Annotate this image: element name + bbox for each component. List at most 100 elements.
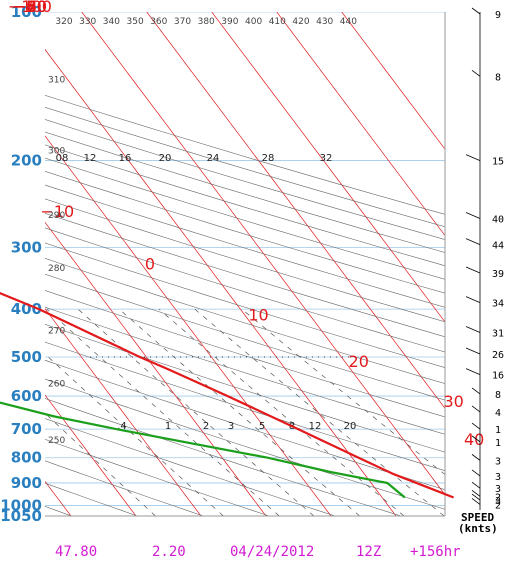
dry-adiabat-line (45, 290, 445, 418)
isotherm-line (0, 12, 6, 516)
profile-line (0, 291, 455, 499)
wind-speed-label: 1 (495, 425, 501, 436)
mixing-ratio-label: 3 (228, 421, 234, 432)
dry-adiabat-line (45, 306, 445, 435)
wind-barb (471, 493, 481, 501)
pressure-tick-label: 1050 (0, 507, 42, 525)
theta-label: 250 (48, 436, 65, 446)
theta-label: 300 (48, 147, 65, 157)
temperature-tick-label-top: −70 (13, 0, 47, 16)
temperature-tick-label-right: 0 (145, 254, 155, 273)
wind-barb (465, 347, 481, 355)
pressure-tick-label: 600 (11, 387, 42, 405)
temperature-tick-label-right: 30 (443, 392, 463, 411)
footer-longitude: 2.20 (152, 544, 186, 560)
pressure-tick-label: 200 (11, 152, 42, 170)
dry-adiabat-line (45, 131, 445, 253)
wind-barb (465, 238, 481, 245)
wind-speed-label: 4 (495, 408, 501, 419)
wind-speed-label: 9 (495, 10, 501, 21)
wind-barb (471, 70, 481, 77)
dry-adiabat-line (45, 119, 445, 240)
wind-speed-label: 8 (495, 390, 501, 401)
wind-barb (471, 422, 481, 430)
isotherm-line (341, 12, 445, 150)
dry-adiabat-line (45, 258, 445, 384)
isotherm-line (45, 394, 137, 516)
wind-barb (471, 405, 481, 413)
wind-barb (471, 435, 481, 443)
temperature-tick-label-top: −50 (13, 0, 47, 16)
wind-barb (471, 469, 481, 477)
mixing-ratio-label: 12 (84, 153, 97, 164)
mixing-ratio-line (158, 308, 405, 516)
wind-speed-label: 31 (492, 328, 504, 339)
pressure-tick-label: 400 (11, 300, 42, 318)
mixing-ratio-label: 28 (262, 153, 275, 164)
wind-speed-label: 2 (495, 500, 501, 511)
dry-adiabat-line (45, 418, 336, 516)
dry-adiabat-line (45, 438, 270, 516)
wind-barb (465, 154, 481, 161)
pressure-tick-label: 500 (11, 348, 42, 366)
dry-adiabat-line (45, 106, 445, 228)
wind-speed-label: 3 (495, 472, 501, 483)
theta-label: 390 (221, 17, 238, 27)
mixing-ratio-label: 2 (203, 421, 209, 432)
theta-label: 440 (340, 17, 357, 27)
theta-label: 310 (48, 75, 65, 85)
theta-label: 280 (48, 264, 65, 274)
mixing-ratio-label: 1 (165, 421, 171, 432)
temperature-tick-label-right: 20 (349, 352, 369, 371)
theta-label: 350 (127, 17, 144, 27)
dry-adiabat-line (45, 460, 204, 516)
pressure-tick-label: 100 (11, 3, 42, 21)
pressure-tick-label: 300 (11, 238, 42, 256)
dry-adiabat-line (45, 94, 445, 215)
mixing-ratio-line (45, 353, 224, 516)
isotherm-line (146, 12, 445, 409)
theta-label: 360 (150, 17, 167, 27)
mixing-ratio-label: 12 (309, 421, 322, 432)
wind-barb (471, 481, 481, 489)
wind-barb (471, 387, 481, 395)
wind-barb (465, 266, 481, 274)
mixing-ratio-label: 32 (320, 153, 333, 164)
theta-label: 430 (316, 17, 333, 27)
temperature-tick-label-top: −80 (13, 0, 47, 16)
grid-layer (0, 12, 446, 517)
dry-adiabat-line (45, 242, 445, 368)
isotherm-line (45, 135, 332, 516)
wind-speed-label: 3 (495, 456, 501, 467)
wind-barb (465, 296, 481, 303)
pressure-tick-label: 1000 (0, 497, 42, 515)
footer-forecast-hour: +156hr (410, 544, 461, 560)
plot-area (0, 12, 445, 516)
wind-barb (465, 326, 481, 333)
isotherm-line (81, 12, 445, 496)
wind-speed-label: 15 (492, 157, 504, 168)
temperature-tick-label-right: 10 (248, 305, 268, 324)
wind-speed-label: 3 (495, 484, 501, 495)
temperature-tick-label-right: −10 (40, 202, 74, 221)
wind-speed-label: 40 (492, 214, 504, 225)
theta-label: 380 (198, 17, 215, 27)
wind-speed-label: 16 (492, 371, 504, 382)
wind-barb (471, 454, 481, 461)
mixing-ratio-label: 20 (344, 421, 357, 432)
wind-speed-label: 2 (495, 492, 501, 503)
wind-barb (471, 7, 481, 15)
wind-speed-label: 1 (495, 438, 501, 449)
isotherm-line (276, 12, 445, 237)
theta-label: 270 (48, 327, 65, 337)
isotherm-line (45, 48, 397, 516)
dry-adiabat-line (45, 273, 445, 401)
mixing-ratio-line (194, 308, 445, 516)
theta-label: 330 (79, 17, 96, 27)
pressure-tick-label: 800 (11, 449, 42, 467)
theta-label: 290 (48, 211, 65, 221)
dry-adiabat-line (45, 378, 445, 510)
